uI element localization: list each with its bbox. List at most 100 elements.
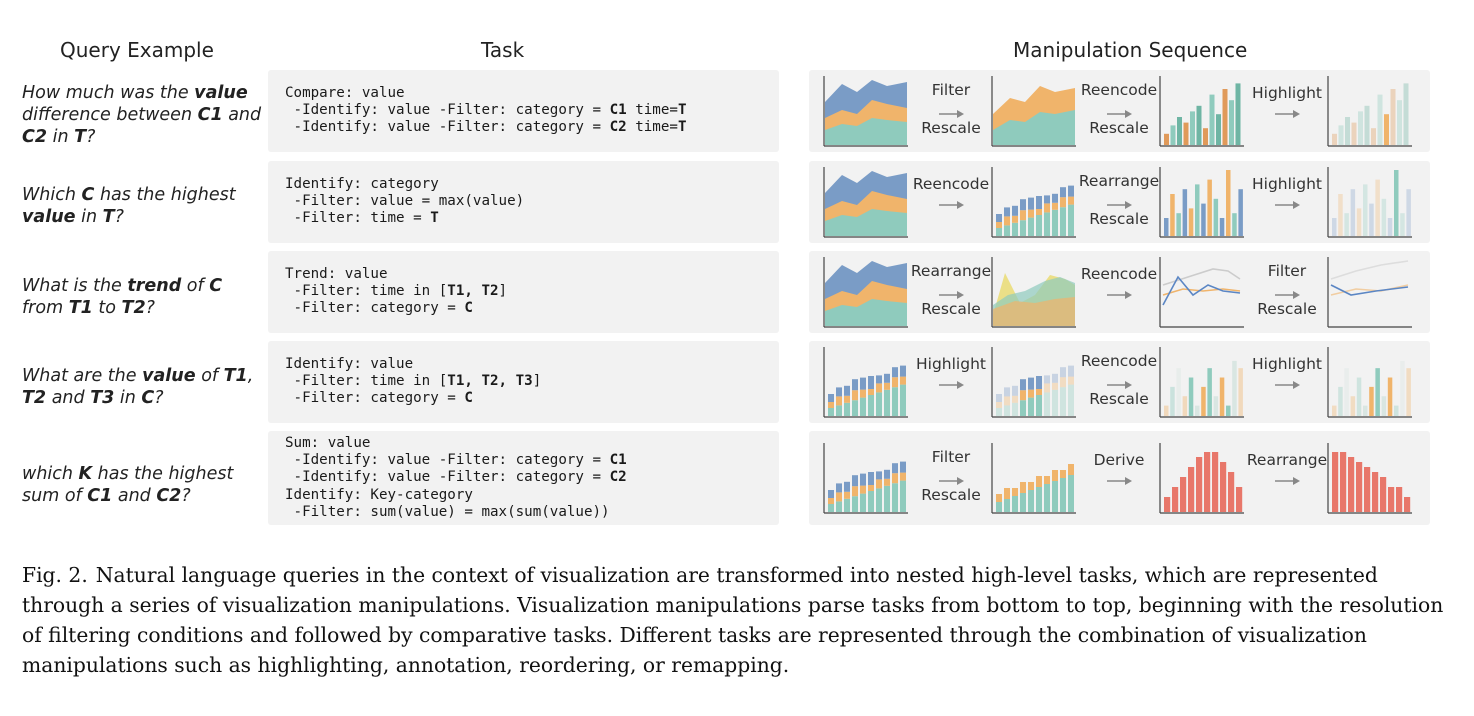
bar-segment	[852, 400, 858, 416]
bar-segment	[996, 402, 1002, 408]
bar-segment	[1036, 196, 1042, 209]
text-segment: ?	[145, 298, 155, 318]
arrow-icon	[1107, 110, 1132, 118]
bar-segment	[836, 387, 842, 397]
bar-segment	[860, 377, 866, 390]
bar-segment	[1036, 215, 1042, 236]
bar	[1363, 405, 1368, 416]
bold-term: T1, T2, T3	[447, 373, 533, 390]
bar-segment	[1036, 395, 1042, 416]
text-segment: -Identify: value -Filter: category =	[285, 452, 610, 469]
task-line: -Filter: time = T	[285, 210, 779, 227]
bar-segment	[900, 461, 906, 473]
task-line: -Filter: category = C	[285, 300, 779, 317]
bar	[1344, 213, 1349, 236]
text-segment: of	[181, 276, 210, 296]
bar	[1220, 462, 1227, 512]
bar-segment	[1004, 216, 1010, 226]
bar-segment	[876, 471, 882, 480]
bar-segment	[836, 492, 842, 502]
bar	[1190, 111, 1195, 145]
bar	[1369, 203, 1374, 236]
mini-chart-grouped-bars-faded	[1327, 76, 1412, 147]
text-segment: ?	[154, 388, 164, 408]
text-segment: -Filter: sum(value) = max(sum(value))	[285, 503, 610, 520]
query-example: How much was the value difference betwee…	[22, 82, 267, 148]
bar	[1356, 462, 1363, 512]
operation-label: Highlight	[1252, 84, 1322, 102]
text-segment: Identify: Key-category	[285, 486, 473, 503]
bar	[1345, 117, 1350, 145]
bar-segment	[1020, 199, 1026, 211]
arrow-icon	[1275, 201, 1300, 209]
bar	[1406, 189, 1411, 236]
bar	[1209, 94, 1215, 145]
manipulation-sequence	[809, 341, 1430, 423]
bar-segment	[884, 373, 890, 383]
bar-segment	[1036, 476, 1042, 487]
bar-segment	[852, 486, 858, 497]
bar	[1356, 208, 1362, 236]
bold-term: T	[430, 210, 439, 227]
bar-segment	[996, 502, 1002, 512]
bar	[1196, 105, 1202, 145]
text-segment: -Identify: value -Filter: category =	[285, 119, 610, 136]
operation-label: Reencode	[912, 175, 990, 193]
bar-segment	[1012, 215, 1018, 223]
bar-segment	[892, 463, 898, 474]
bar-segment	[844, 395, 850, 403]
bar-segment	[1028, 197, 1034, 210]
text-segment: -Filter: category =	[285, 300, 465, 317]
bar-segment	[996, 228, 1002, 236]
bold-term: trend	[127, 276, 182, 296]
bar-segment	[1044, 383, 1050, 393]
bar	[1164, 133, 1169, 145]
bar-segment	[900, 472, 906, 481]
bar-segment	[1036, 209, 1042, 215]
bar-segment	[1028, 490, 1034, 512]
bar-segment	[828, 504, 834, 512]
text-segment: from	[22, 298, 69, 318]
bold-term: C1	[87, 486, 113, 506]
bar	[1180, 477, 1187, 512]
task-line: Identify: category	[285, 176, 779, 193]
bar-segment	[996, 394, 1002, 402]
mini-chart-stack-bars-2-hl	[991, 347, 1076, 418]
bar-segment	[1060, 207, 1066, 236]
operation-label: Filter	[931, 81, 971, 99]
bold-term: C	[464, 390, 473, 407]
text-segment: Identify: value	[285, 356, 414, 372]
operation-label: Rescale	[1089, 210, 1149, 228]
operation-label: Derive	[1093, 451, 1145, 469]
bar-segment	[852, 379, 858, 391]
mini-chart-grouped-bars-3-faded	[1327, 167, 1412, 238]
bold-term: C2	[609, 469, 627, 486]
bar	[1216, 114, 1221, 145]
bold-term: C1	[609, 102, 627, 119]
bar-segment	[900, 376, 906, 385]
bar-segment	[1060, 187, 1066, 198]
bar-segment	[1012, 385, 1018, 396]
bar	[1381, 396, 1387, 416]
bar-segment	[1052, 382, 1058, 390]
bar	[1182, 189, 1188, 236]
bar-segment	[860, 493, 866, 512]
arrow-icon	[1275, 477, 1300, 485]
bar-segment	[1028, 377, 1034, 390]
bold-term: C	[464, 300, 473, 317]
bar	[1356, 377, 1362, 416]
bar-segment	[1068, 196, 1074, 205]
bar-segment	[1052, 373, 1058, 383]
bar-segment	[1004, 387, 1010, 397]
bar-segment	[876, 392, 882, 416]
bar	[1238, 368, 1243, 416]
operation-label: Reencode	[1080, 352, 1158, 370]
bar	[1380, 477, 1387, 512]
header-task: Task	[481, 38, 525, 62]
bar-segment	[1020, 220, 1026, 236]
bar	[1228, 472, 1235, 512]
bar	[1203, 128, 1208, 145]
bar	[1332, 218, 1337, 236]
task-line: Identify: value	[285, 356, 779, 373]
bar-segment	[852, 475, 858, 487]
